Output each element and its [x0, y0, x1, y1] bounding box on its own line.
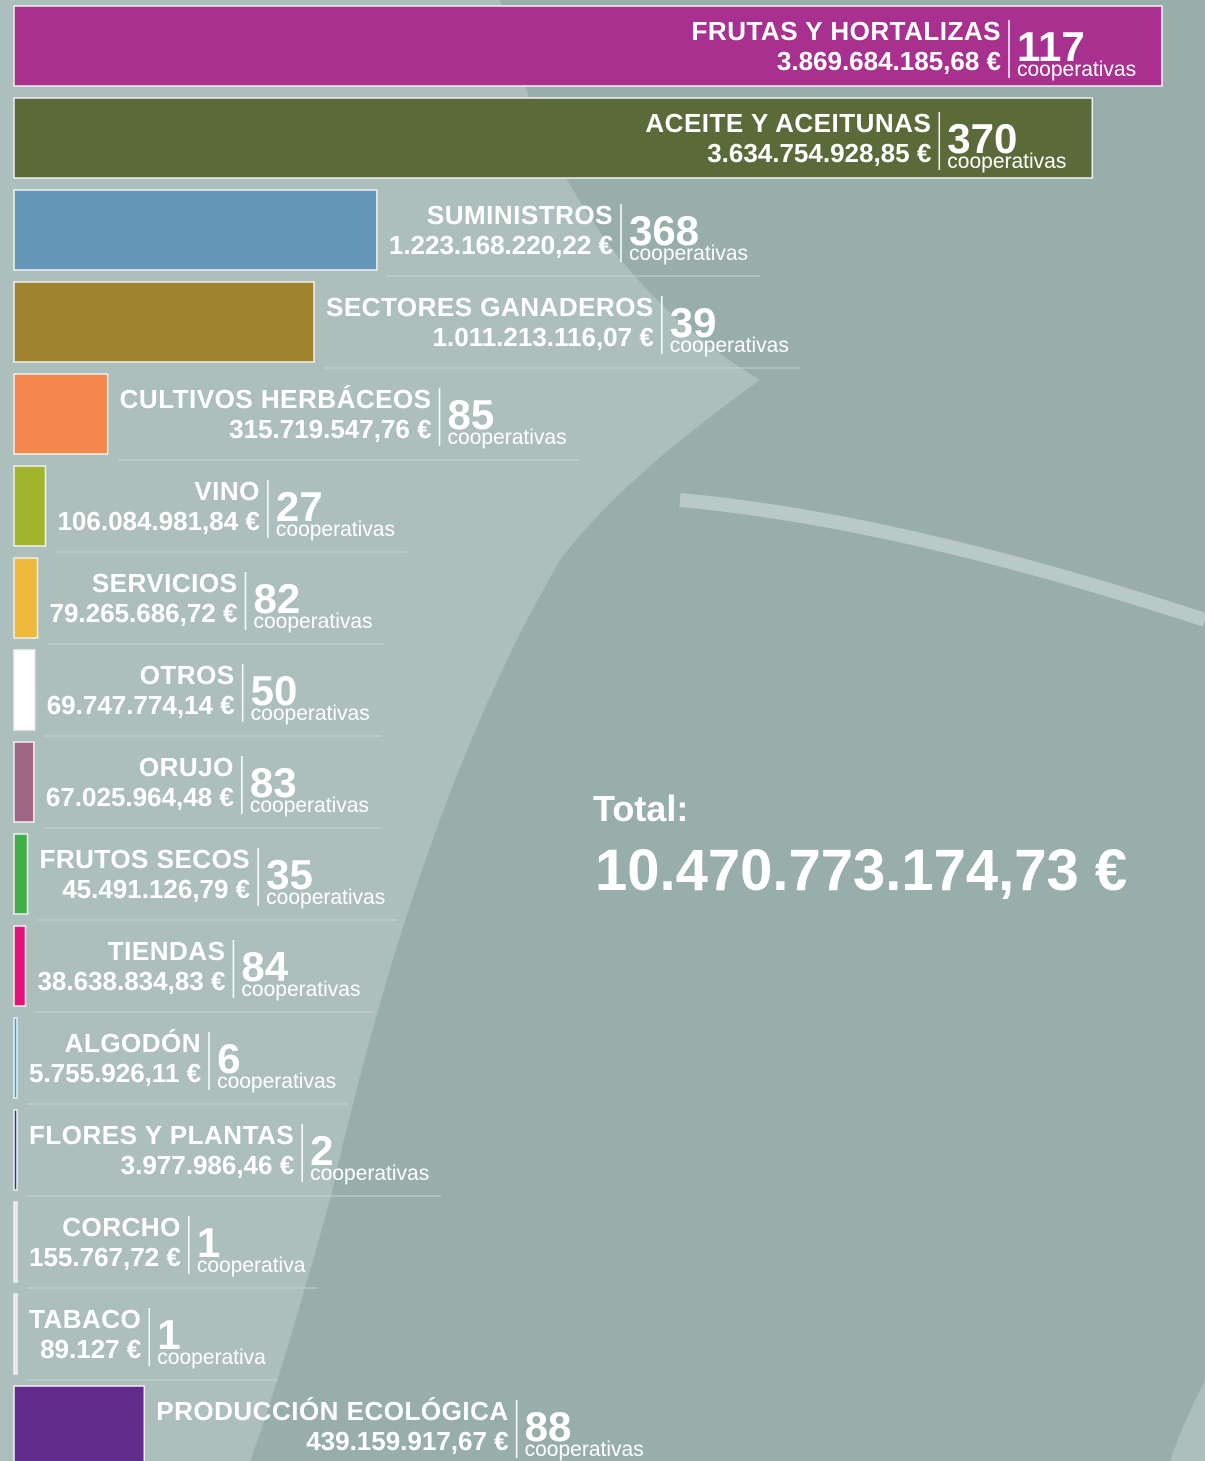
value-label: 38.638.834,83 €	[37, 966, 225, 996]
category-label: FRUTOS SECOS	[39, 844, 250, 874]
cooperatives-count: 50	[251, 667, 298, 714]
cooperatives-unit: cooperativas	[250, 794, 369, 817]
value-label: 155.767,72 €	[29, 1242, 181, 1272]
value-label: 106.084.981,84 €	[57, 506, 259, 536]
category-label: SUMINISTROS	[427, 200, 613, 230]
cooperatives-unit: cooperativas	[448, 426, 567, 449]
cooperatives-count: 85	[448, 391, 495, 438]
value-label: 439.159.917,67 €	[306, 1426, 508, 1456]
cooperatives-count: 27	[276, 483, 323, 530]
cooperatives-count: 117	[1017, 23, 1085, 70]
value-label: 3.977.986,46 €	[121, 1150, 295, 1180]
cooperatives-unit: cooperativas	[310, 1162, 429, 1185]
cooperatives-count: 39	[670, 299, 717, 346]
cooperatives-count: 370	[947, 115, 1017, 162]
background-curve	[679, 493, 1205, 627]
value-label: 67.025.964,48 €	[46, 782, 234, 812]
category-label: ACEITE Y ACEITUNAS	[645, 108, 931, 138]
category-label: TABACO	[29, 1304, 141, 1334]
bar	[13, 281, 315, 363]
cooperatives-count: 88	[525, 1403, 572, 1450]
cooperatives-unit: cooperativas	[947, 150, 1066, 173]
cooperatives-count: 82	[253, 575, 300, 622]
bar	[13, 741, 35, 823]
value-label: 69.747.774,14 €	[47, 690, 235, 720]
cooperatives-count: 1	[157, 1311, 180, 1358]
category-label: OTROS	[140, 660, 235, 690]
category-label: PRODUCCIÓN ECOLÓGICA	[156, 1396, 508, 1426]
cooperatives-unit: cooperativas	[241, 978, 360, 1001]
cooperatives-count: 35	[266, 851, 313, 898]
value-label: 315.719.547,76 €	[229, 414, 431, 444]
value-label: 79.265.686,72 €	[50, 598, 238, 628]
cooperatives-unit: cooperativas	[670, 334, 789, 357]
cooperatives-unit: cooperativas	[251, 702, 370, 725]
value-label: 3.634.754.928,85 €	[707, 138, 931, 168]
category-label: FLORES Y PLANTAS	[29, 1120, 294, 1150]
cooperatives-unit: cooperativa	[157, 1346, 266, 1369]
cooperatives-unit: cooperativas	[217, 1070, 336, 1093]
cooperatives-unit: cooperativas	[525, 1438, 644, 1461]
value-label: 5.755.926,11 €	[29, 1058, 201, 1088]
cooperatives-unit: cooperativa	[197, 1254, 306, 1277]
category-label: FRUTAS Y HORTALIZAS	[692, 16, 1001, 46]
category-label: ORUJO	[139, 752, 234, 782]
bar	[13, 1201, 18, 1283]
bar	[13, 649, 36, 731]
cooperatives-count: 83	[250, 759, 297, 806]
value-label: 89.127 €	[40, 1334, 141, 1364]
bar	[13, 1293, 18, 1375]
category-label: CULTIVOS HERBÁCEOS	[120, 384, 432, 414]
cooperatives-unit: cooperativas	[253, 610, 372, 633]
bar	[13, 1109, 18, 1191]
category-label: ALGODÓN	[65, 1028, 201, 1058]
bar	[13, 97, 1094, 179]
bar	[13, 189, 378, 271]
cooperatives-unit: cooperativas	[1017, 58, 1136, 81]
category-label: CORCHO	[62, 1212, 181, 1242]
cooperatives-unit: cooperativas	[629, 242, 748, 265]
cooperatives-count: 1	[197, 1219, 220, 1266]
value-label: 3.869.684.185,68 €	[777, 46, 1001, 76]
value-label: 45.491.126,79 €	[62, 874, 250, 904]
bar	[13, 1017, 18, 1099]
cooperatives-unit: cooperativas	[266, 886, 385, 909]
bar	[13, 465, 47, 547]
cooperatives-count: 2	[310, 1127, 333, 1174]
cooperatives-unit: cooperativas	[276, 518, 395, 541]
bar	[13, 373, 109, 455]
bar	[13, 833, 29, 915]
bar	[13, 925, 27, 1007]
bar	[13, 1385, 146, 1461]
total-label: Total:	[593, 788, 688, 829]
cooperatives-count: 6	[217, 1035, 240, 1082]
category-label: VINO	[194, 476, 260, 506]
bar	[13, 557, 39, 639]
value-label: 1.011.213.116,07 €	[433, 322, 654, 352]
total-value: 10.470.773.174,73 €	[595, 838, 1127, 903]
background-shape	[0, 0, 760, 1461]
bar	[13, 5, 1163, 87]
category-label: TIENDAS	[108, 936, 226, 966]
cooperatives-count: 368	[629, 207, 699, 254]
background-shape	[1170, 1380, 1205, 1461]
category-label: SECTORES GANADEROS	[326, 292, 654, 322]
category-label: SERVICIOS	[92, 568, 238, 598]
cooperatives-count: 84	[241, 943, 288, 990]
value-label: 1.223.168.220,22 €	[389, 230, 613, 260]
